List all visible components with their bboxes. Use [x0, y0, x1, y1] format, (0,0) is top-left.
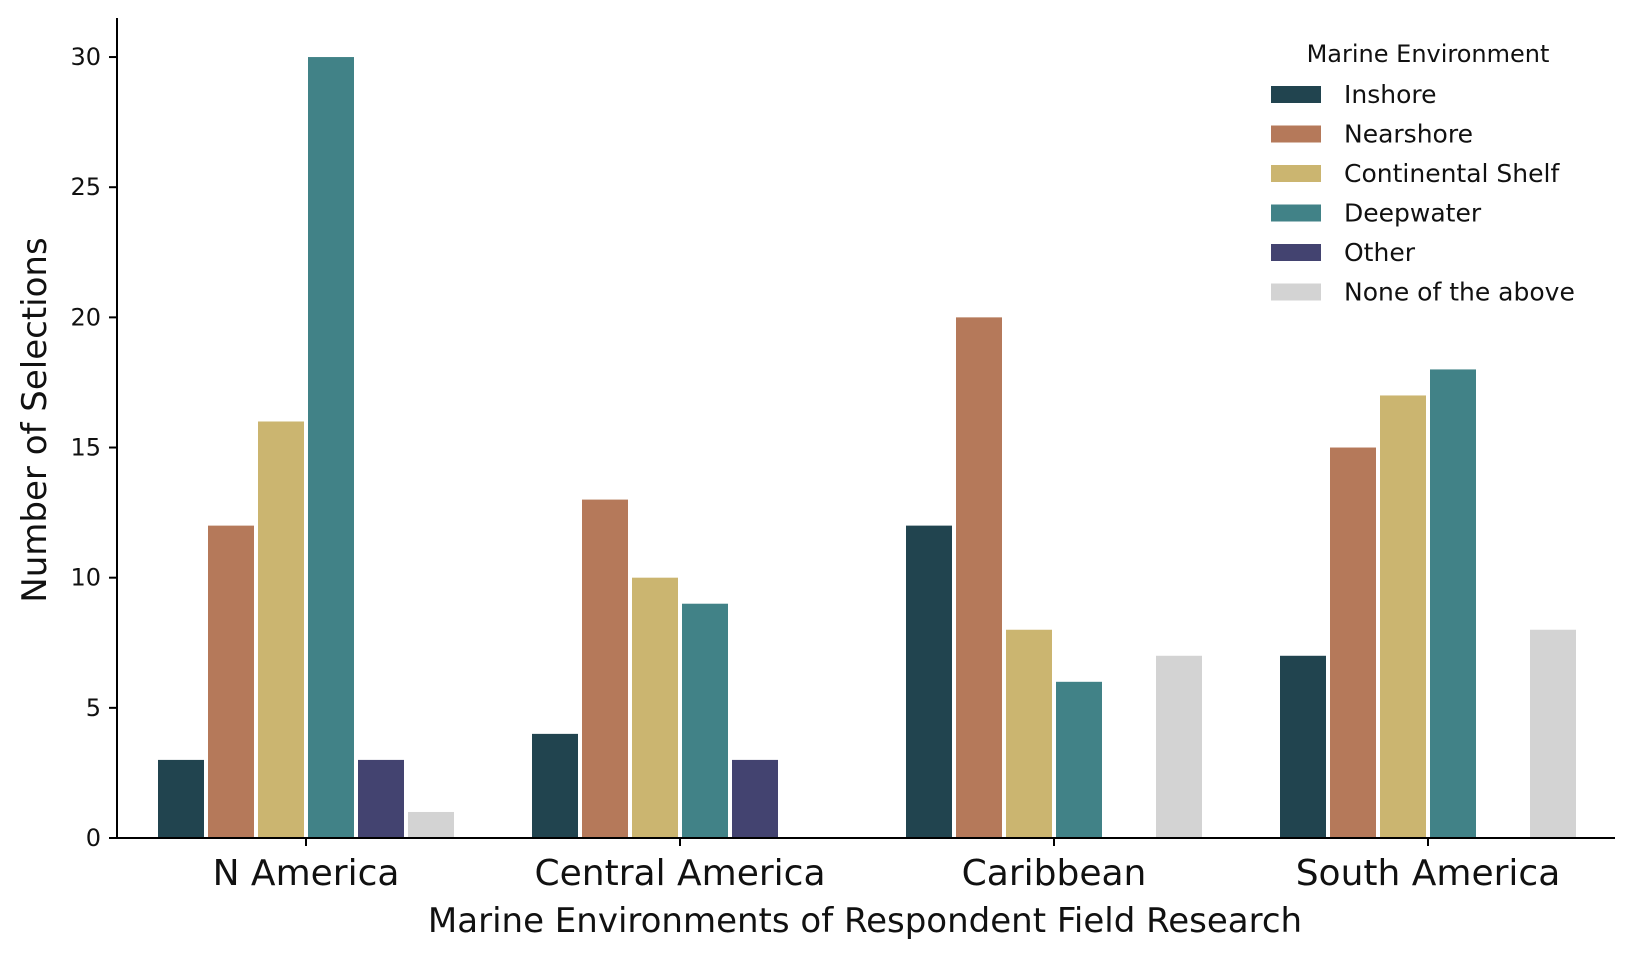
bar-inshore-central-america: [532, 733, 578, 838]
bar-continental-shelf-central-america: [632, 577, 678, 838]
bar-none-of-the-above-caribbean: [1156, 655, 1202, 838]
legend-label: Inshore: [1344, 80, 1437, 109]
bar-nearshore-central-america: [582, 499, 628, 838]
x-axis: N America Central America Caribbean South A…: [117, 837, 1615, 894]
bar-other-n-america: [358, 759, 404, 838]
bar-deepwater-caribbean: [1056, 681, 1102, 838]
legend-swatch: [1271, 204, 1321, 222]
bar-deepwater-n-america: [308, 57, 354, 839]
bar-inshore-n-america: [158, 759, 204, 838]
y-tick-label: 20: [70, 303, 101, 331]
bar-continental-shelf-caribbean: [1006, 629, 1052, 838]
bar-none-of-the-above-south-america: [1530, 629, 1576, 838]
legend-title: Marine Environment: [1307, 40, 1550, 68]
bar-none-of-the-above-n-america: [408, 811, 454, 838]
y-axis: 0 5 10 15 20 25 30: [70, 18, 118, 852]
legend-label: Nearshore: [1344, 120, 1473, 149]
legend-swatch: [1271, 283, 1321, 301]
bar-other-central-america: [732, 759, 778, 838]
bars-layer: [158, 57, 1576, 839]
y-axis-label: Number of Selections: [15, 237, 55, 602]
legend-swatch: [1271, 125, 1321, 143]
legend-label: Continental Shelf: [1344, 159, 1560, 188]
bar-nearshore-south-america: [1330, 447, 1376, 838]
bar-deepwater-central-america: [682, 603, 728, 838]
x-tick-label: South America: [1296, 853, 1561, 894]
legend: Marine Environment Inshore Nearshore Conti…: [1271, 40, 1575, 307]
bar-inshore-caribbean: [906, 525, 952, 838]
legend-label: Deepwater: [1344, 199, 1482, 228]
y-tick-label: 5: [86, 694, 101, 722]
bar-nearshore-caribbean: [956, 317, 1002, 838]
bar-inshore-south-america: [1280, 655, 1326, 838]
legend-label: Other: [1344, 238, 1416, 267]
y-tick-label: 15: [70, 434, 101, 462]
y-tick-label: 10: [70, 564, 101, 592]
legend-swatch: [1271, 244, 1321, 261]
legend-swatch: [1271, 165, 1321, 182]
x-tick-label: Caribbean: [962, 853, 1147, 894]
bar-continental-shelf-n-america: [258, 421, 304, 838]
x-axis-label: Marine Environments of Respondent Field …: [428, 901, 1302, 941]
y-tick-label: 25: [70, 173, 101, 201]
x-tick-label: N America: [213, 853, 400, 894]
legend-label: None of the above: [1344, 278, 1575, 307]
bar-nearshore-n-america: [208, 525, 254, 838]
bar-continental-shelf-south-america: [1380, 395, 1426, 838]
y-tick-label: 0: [86, 824, 101, 852]
bar-deepwater-south-america: [1430, 369, 1476, 838]
legend-swatch: [1271, 86, 1321, 103]
x-tick-label: Central America: [534, 853, 825, 894]
y-tick-label: 30: [70, 43, 101, 71]
